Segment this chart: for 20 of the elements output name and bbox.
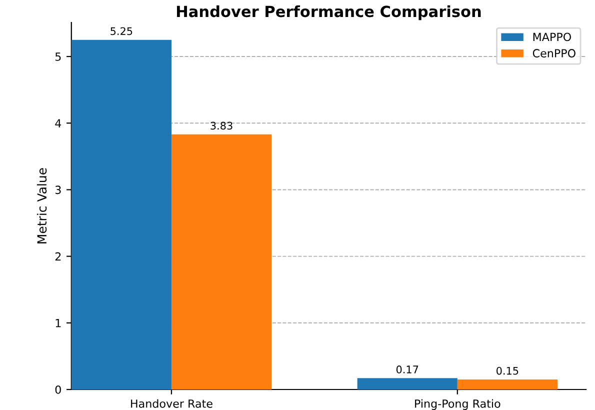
y-tick-label: 1: [56, 319, 61, 328]
data-label: 3.83: [210, 122, 232, 130]
x-tick-label: Handover Rate: [131, 399, 212, 408]
data-label: 5.25: [110, 27, 132, 36]
bar: [457, 380, 558, 390]
y-tick-label: 5: [55, 52, 61, 61]
bar: [357, 378, 458, 390]
legend-label: MAPPO: [533, 32, 571, 42]
legend-label: CenPPO: [532, 49, 576, 58]
data-label: 0.17: [396, 366, 418, 374]
y-tick-label: 2: [55, 252, 61, 261]
y-tick-label: 4: [55, 119, 62, 128]
chart-title: Handover Performance Comparison: [176, 5, 481, 20]
x-tick-label: Ping-Pong Ratio: [415, 399, 500, 410]
y-tick-label: 0: [55, 385, 61, 394]
bar: [71, 40, 172, 390]
bar: [171, 134, 272, 390]
y-tick-label: 3: [55, 186, 61, 194]
y-axis-title: Metric Value: [36, 168, 47, 244]
data-label: 0.15: [496, 366, 518, 375]
